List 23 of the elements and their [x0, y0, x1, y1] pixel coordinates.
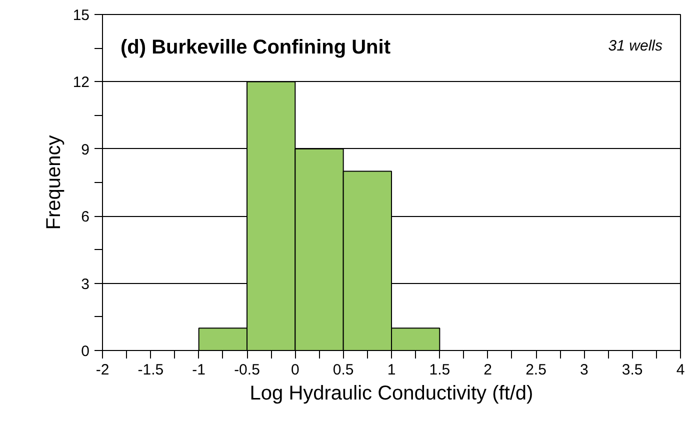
x-tick-label: 1 [387, 362, 396, 378]
x-tick-label: 0 [290, 362, 300, 378]
x-tick-label: -1.5 [138, 362, 164, 378]
x-tick-label: 3 [580, 362, 588, 378]
x-tick-label: 0.5 [332, 362, 354, 378]
x-tick-label: 3.5 [622, 362, 643, 378]
x-tick-label: 2.5 [526, 362, 546, 378]
y-axis-title: Frequency [42, 135, 65, 230]
x-tick-label: -1 [192, 362, 206, 378]
text: (d) Burkeville Confining Unit [120, 36, 391, 58]
x-tick-label: -2 [96, 362, 110, 378]
y-tick-label: 15 [72, 7, 90, 24]
y-tick-label: 12 [72, 74, 90, 92]
y-tick-label: 0 [81, 343, 90, 360]
annotation: 31 wells [608, 38, 663, 54]
x-tick-label: 2 [484, 362, 492, 378]
x-tick-label: 1.5 [429, 362, 450, 378]
y-tick-label: 9 [81, 141, 90, 158]
y-tick-label: 3 [81, 276, 90, 293]
x-axis-title: Log Hydraulic Conductivity (ft/d) [250, 382, 534, 404]
x-tick-label: 4 [676, 362, 685, 378]
y-tick-label: 6 [81, 208, 90, 226]
x-tick-label: -0.5 [234, 362, 260, 378]
